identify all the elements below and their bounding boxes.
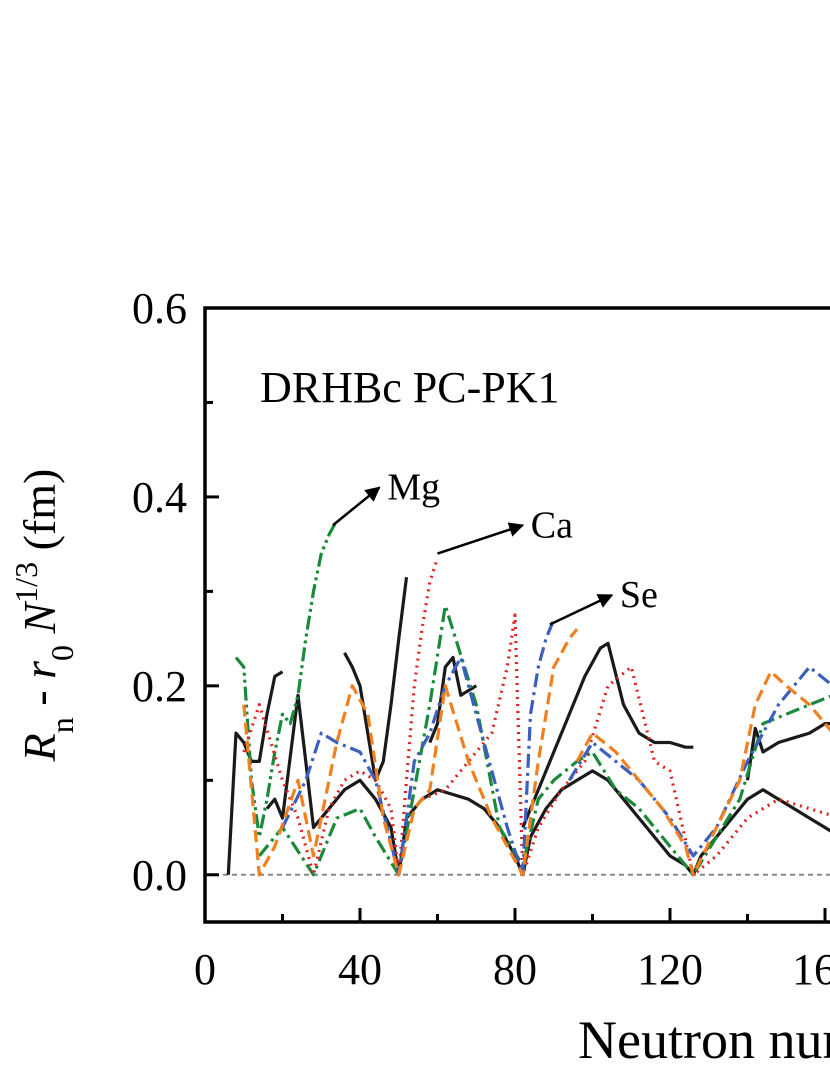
data-line xyxy=(428,655,478,744)
data-line xyxy=(281,619,556,877)
x-tick-label: 120 xyxy=(637,945,703,994)
y-label-part: R xyxy=(14,733,65,762)
y-label-part: - xyxy=(14,679,65,717)
x-tick-label: 80 xyxy=(493,945,537,994)
data-line xyxy=(343,577,409,782)
y-label-part: (fm) xyxy=(14,469,65,562)
data-line xyxy=(521,641,694,829)
data-line xyxy=(567,665,830,858)
x-tick-label: 40 xyxy=(338,945,382,994)
axes: 0.0 0.2 0.4 0.6 0 40 80 120 160 Mg Ca Se xyxy=(132,284,830,994)
y-label-part: r xyxy=(14,660,65,679)
annotation: Se xyxy=(620,574,658,616)
x-axis-label: Neutron number xyxy=(578,1010,830,1070)
y-label-part: 0 xyxy=(44,645,80,661)
data-line xyxy=(258,604,830,877)
data-line xyxy=(745,722,830,781)
annotation-arrow xyxy=(437,522,525,555)
y-axis-label: Rn - r0 N1/3 (fm) xyxy=(8,469,80,763)
annotation: Mg xyxy=(387,466,440,508)
y-label-part: n xyxy=(44,717,80,733)
data-line xyxy=(242,628,579,877)
y-tick-label: 0.6 xyxy=(132,284,187,333)
data-line xyxy=(421,613,830,877)
data-line xyxy=(234,519,339,839)
y-label-part: N xyxy=(14,600,65,645)
annotation: Ca xyxy=(531,504,573,546)
x-tick-label: 160 xyxy=(792,945,830,994)
y-tick-label: 0.4 xyxy=(132,473,187,522)
y-tick-label: 0.0 xyxy=(132,851,187,900)
x-tick-label: 0 xyxy=(194,945,216,994)
data-line xyxy=(265,693,830,877)
plot-area xyxy=(205,519,830,877)
annotation: DRHBc PC-PK1 xyxy=(260,363,560,412)
annotation-arrow xyxy=(332,486,381,527)
y-tick-label: 0.2 xyxy=(132,662,187,711)
y-label-part: 1/3 xyxy=(8,562,44,603)
data-line xyxy=(226,670,284,875)
annotation-arrow xyxy=(549,594,614,626)
data-line xyxy=(575,670,830,877)
